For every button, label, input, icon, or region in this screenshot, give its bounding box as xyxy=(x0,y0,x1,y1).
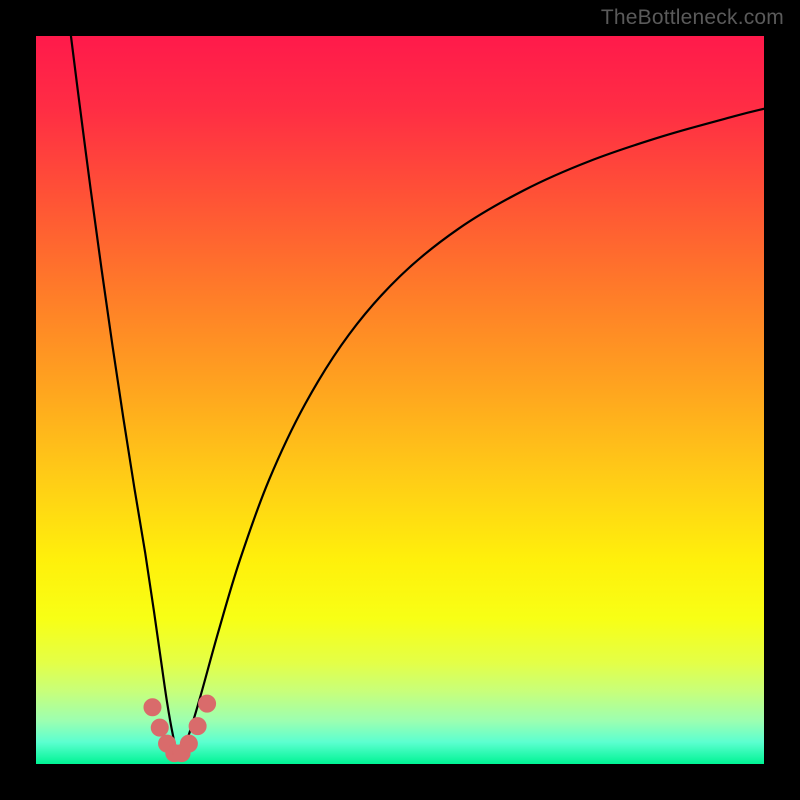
chart-frame: TheBottleneck.com xyxy=(0,0,800,800)
curve-marker xyxy=(180,735,197,752)
curve-marker xyxy=(144,699,161,716)
curve-marker xyxy=(151,719,168,736)
watermark-text: TheBottleneck.com xyxy=(601,6,784,30)
curve-marker xyxy=(189,718,206,735)
bottleneck-chart xyxy=(0,0,800,800)
curve-marker xyxy=(199,695,216,712)
plot-gradient-background xyxy=(36,36,764,764)
